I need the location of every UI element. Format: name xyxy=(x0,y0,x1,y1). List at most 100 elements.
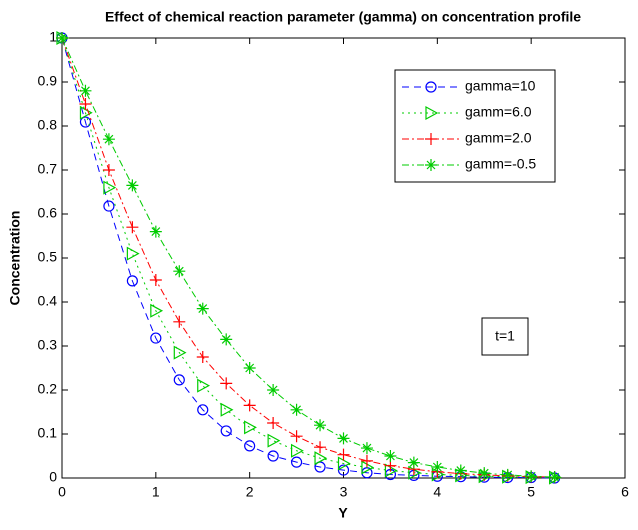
legend-marker xyxy=(425,105,439,121)
data-point xyxy=(79,98,92,110)
data-point xyxy=(337,448,350,461)
y-tick-label: 0.2 xyxy=(38,381,58,397)
marker-shape xyxy=(267,450,279,462)
data-point xyxy=(431,461,444,473)
legend-marker xyxy=(425,81,437,93)
marker-shape xyxy=(220,377,233,390)
legend-label: gamm=2.0 xyxy=(465,130,532,146)
y-tick-label: 0.7 xyxy=(38,161,58,177)
marker-shape xyxy=(525,470,538,483)
marker-shape xyxy=(425,105,439,121)
legend-label: gamm=6.0 xyxy=(465,104,532,120)
marker-shape xyxy=(267,417,280,429)
data-point xyxy=(79,116,92,128)
data-point xyxy=(478,467,491,480)
chart-title: Effect of chemical reaction parameter (g… xyxy=(105,9,581,25)
data-point xyxy=(220,333,233,346)
x-tick-label: 0 xyxy=(58,484,66,500)
legend-box xyxy=(394,69,556,183)
x-tick-label: 6 xyxy=(621,484,629,500)
data-point xyxy=(220,402,234,417)
marker-shape xyxy=(220,333,233,346)
data-point xyxy=(126,275,138,287)
marker-shape xyxy=(360,442,373,455)
series-line xyxy=(61,37,555,478)
data-point xyxy=(267,417,280,429)
marker-shape xyxy=(79,98,92,110)
data-point xyxy=(360,442,373,455)
marker-shape xyxy=(425,81,437,93)
marker-shape xyxy=(337,448,350,461)
x-tick-label: 2 xyxy=(246,484,254,500)
x-tick-label: 4 xyxy=(433,484,441,500)
marker-shape xyxy=(56,32,68,44)
data-point xyxy=(525,470,538,483)
data-point xyxy=(244,420,257,435)
data-point xyxy=(244,440,256,452)
legend-marker xyxy=(425,133,437,145)
data-point xyxy=(267,450,279,462)
marker-shape xyxy=(196,302,209,315)
marker-shape xyxy=(220,402,234,417)
marker-shape xyxy=(384,450,397,462)
data-point xyxy=(407,456,420,469)
marker-shape xyxy=(126,179,139,192)
y-tick-label: 0.4 xyxy=(38,293,58,309)
marker-shape xyxy=(290,456,303,468)
marker-shape xyxy=(197,378,211,393)
marker-shape xyxy=(478,467,491,480)
data-point xyxy=(314,419,327,432)
data-point xyxy=(197,378,211,393)
marker-shape xyxy=(150,303,164,318)
data-point xyxy=(126,179,139,192)
data-point xyxy=(103,200,115,212)
series-line xyxy=(61,37,555,479)
data-point xyxy=(290,443,304,458)
data-point xyxy=(102,164,115,176)
marker-shape xyxy=(431,461,444,473)
data-point xyxy=(103,180,117,195)
y-tick-label: 0.9 xyxy=(38,73,58,89)
series-line xyxy=(61,37,555,478)
data-point xyxy=(173,265,186,278)
data-point xyxy=(126,221,139,234)
data-point xyxy=(243,399,256,412)
marker-shape xyxy=(290,430,303,443)
marker-shape xyxy=(173,374,185,386)
data-point xyxy=(126,246,140,261)
data-point xyxy=(102,133,115,146)
y-tick-label: 0.1 xyxy=(38,425,58,441)
data-point xyxy=(196,302,209,315)
data-point xyxy=(314,451,328,466)
data-point xyxy=(150,303,164,318)
data-point xyxy=(314,441,327,454)
data-point xyxy=(454,464,467,477)
marker-shape xyxy=(407,456,420,469)
data-point xyxy=(197,404,209,416)
data-point xyxy=(79,84,92,97)
marker-shape xyxy=(314,419,327,432)
data-point xyxy=(548,471,561,484)
marker-shape xyxy=(425,133,437,145)
marker-shape xyxy=(79,116,92,128)
data-point xyxy=(173,374,185,386)
y-axis-label: Concentration xyxy=(7,211,23,306)
marker-shape xyxy=(360,454,373,467)
marker-shape xyxy=(314,441,327,454)
x-tick-label: 5 xyxy=(527,484,535,500)
data-point xyxy=(149,225,162,238)
marker-shape xyxy=(173,345,187,360)
y-tick-label: 0.3 xyxy=(38,337,58,353)
data-point xyxy=(149,274,162,286)
data-point xyxy=(337,432,350,445)
marker-shape xyxy=(454,464,467,477)
data-point xyxy=(384,450,397,462)
marker-shape xyxy=(102,133,115,146)
data-point xyxy=(290,456,303,468)
data-point xyxy=(220,425,232,437)
marker-shape xyxy=(314,451,328,466)
x-axis-label: Y xyxy=(338,505,348,521)
data-point xyxy=(173,345,187,360)
marker-shape xyxy=(197,404,209,416)
